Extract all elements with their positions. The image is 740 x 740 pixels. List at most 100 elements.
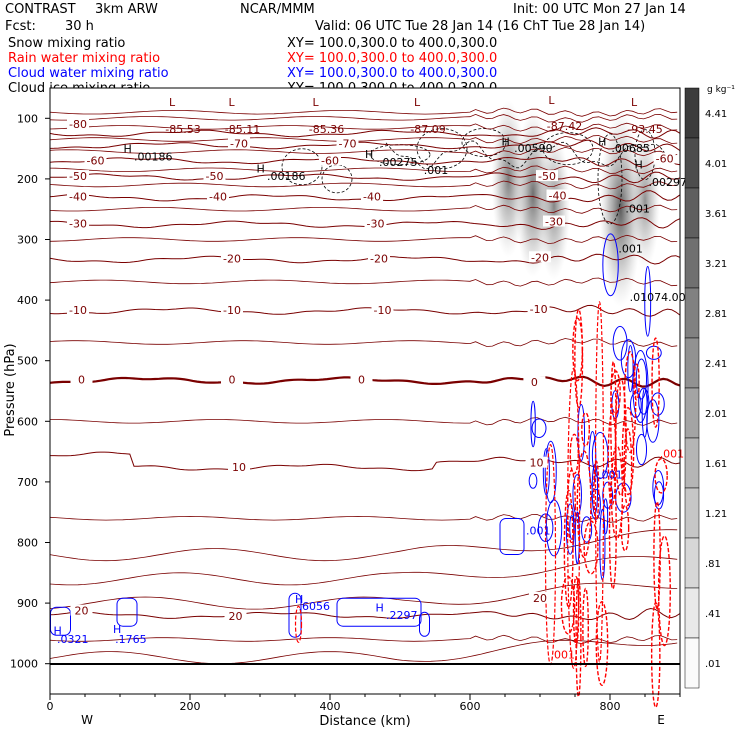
snow-shading <box>491 100 660 307</box>
isotherm-label-bg <box>228 460 250 472</box>
y-tick-label: 500 <box>17 355 38 368</box>
ice-contour <box>597 133 623 225</box>
isotherm-label-bg <box>84 154 107 166</box>
cloud-water-contour <box>581 516 593 543</box>
isotherm-label-bg <box>361 190 383 202</box>
cloud-water-contour <box>528 473 538 489</box>
extremum-label: L <box>229 96 236 109</box>
isotherm-line <box>49 582 678 610</box>
colorbar-swatch <box>684 437 700 489</box>
rain-water-contour <box>583 520 599 575</box>
colorbar-swatch <box>684 537 700 589</box>
isotherm-label-bg <box>203 170 226 182</box>
colorbar-swatch <box>684 337 700 389</box>
isotherm-line <box>49 304 681 317</box>
extremum-label: H <box>113 623 121 636</box>
colorbar-label: 4.01 <box>705 159 727 170</box>
rain-water-contour <box>582 587 589 668</box>
colorbar-label: 2.81 <box>705 309 727 320</box>
isotherm-label-bg <box>543 215 565 227</box>
isotherm-label: -30 <box>367 217 385 230</box>
y-tick-label: 700 <box>17 476 38 489</box>
extremum-label: .00186 <box>267 170 306 183</box>
cloud-ice-contours <box>281 128 667 225</box>
y-tick-label: 800 <box>17 537 38 550</box>
extremum-label: L <box>169 96 176 109</box>
rain-water-contour <box>654 458 668 494</box>
cloud-water-contour <box>632 350 649 423</box>
extrema-labels: H.00186H.00186H.00275H.00590H.00685H.002… <box>54 94 693 661</box>
y-tick-label: 900 <box>17 597 38 610</box>
isotherm-label: 0 <box>358 374 365 387</box>
extremum-label: H <box>295 593 303 606</box>
rain-water-contour <box>623 428 633 507</box>
extremum-label: L <box>414 96 421 109</box>
isotherm-label-bg <box>67 217 89 229</box>
colorbar-label: 1.21 <box>705 509 727 520</box>
rain-water-contour <box>650 601 661 708</box>
isotherm-label: -30 <box>545 216 563 229</box>
isotherm-line <box>49 135 678 145</box>
legend: Snow mixing ratio XY= 100.0,300.0 to 400.… <box>8 36 497 96</box>
ice-contour <box>461 128 507 157</box>
extremum-label: H <box>376 601 384 614</box>
init-time: Init: 00 UTC Mon 27 Jan 14 <box>513 2 686 17</box>
organization: NCAR/MMM <box>240 2 315 17</box>
isotherm-label: 10 <box>232 461 246 474</box>
cloud-water-contour <box>627 344 634 393</box>
colorbar-swatch <box>684 637 700 689</box>
extremum-label: .001 <box>526 524 551 537</box>
extremum-label: H <box>124 143 132 156</box>
isotherm-label-bg <box>67 304 89 316</box>
colorbar-swatch <box>684 237 700 289</box>
isotherm-line <box>49 171 681 184</box>
isotherm-label: -20 <box>223 252 241 265</box>
isotherm-label: -20 <box>531 251 549 264</box>
x-tick-label: 0 <box>47 700 54 713</box>
isotherm-line <box>49 277 678 287</box>
legend-section: XY= 100.0,300.0 to 400.0,300.0 <box>287 36 497 51</box>
isotherm-label: 10 <box>530 457 544 470</box>
extremum-label: .001 <box>598 469 623 482</box>
extremum-label: .0321 <box>57 633 89 646</box>
extremum-label: .001 <box>660 447 685 460</box>
isotherm-label: -60 <box>87 154 105 167</box>
isotherm-label: -40 <box>363 191 381 204</box>
min-temperature-label: -85.11 <box>225 123 260 136</box>
y-tick-label: 600 <box>17 415 38 428</box>
isotherm-line <box>50 451 681 472</box>
isotherm-label-bg <box>527 302 550 314</box>
isotherm-label-bg <box>224 610 247 622</box>
colorbar-label: 3.21 <box>705 259 727 270</box>
extremum-label: .00275 <box>379 156 418 169</box>
extremum-label: .001 <box>625 203 650 216</box>
cloud-water-contour <box>635 433 648 466</box>
isotherm-label-bg <box>529 251 551 263</box>
west-label: W <box>81 713 93 727</box>
rain-water-contour <box>651 337 660 428</box>
isotherm-label-bg <box>350 373 373 385</box>
rain-water-contour <box>633 363 640 401</box>
isotherm-label-bg <box>525 456 548 468</box>
rain-water-contour <box>563 489 574 609</box>
isotherm-label-bg <box>368 252 390 264</box>
isotherm-line <box>49 165 678 175</box>
extremum-label: H <box>257 163 265 176</box>
isotherm-label: -10 <box>69 304 87 317</box>
extremum-label: .6056 <box>299 600 331 613</box>
extremum-label: .01074.001 <box>630 291 693 304</box>
isotherm-line <box>49 607 681 621</box>
extremum-label: L <box>548 94 555 107</box>
isotherm-line <box>49 122 678 132</box>
cloud-water-contour <box>644 266 652 337</box>
cloud-water-contour <box>638 387 650 415</box>
isotherm-label: -40 <box>69 191 87 204</box>
east-label: E <box>657 713 665 727</box>
extremum-label: .001 <box>424 164 449 177</box>
isotherm-label-bg <box>67 117 89 129</box>
isotherm-line <box>49 556 678 586</box>
valid-time: Valid: 06 UTC Tue 28 Jan 14 (16 ChT Tue … <box>315 19 645 34</box>
isotherm-label-bg <box>529 591 551 603</box>
